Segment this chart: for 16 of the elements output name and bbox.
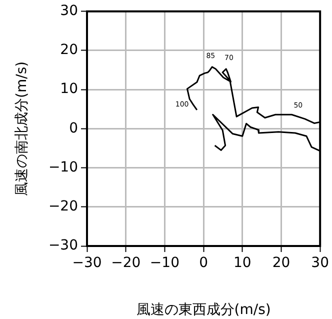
x-tick-label: 10: [233, 255, 252, 272]
y-tick-label: 0: [69, 120, 78, 136]
x-tick-label: −20: [111, 255, 141, 272]
y-axis-title: 風速の南北成分(m/s): [14, 61, 30, 196]
y-tick-label: −30: [48, 238, 78, 254]
y-tick-label: 30: [60, 3, 78, 20]
x-tick-label: 0: [199, 255, 208, 272]
y-tick-label: 20: [60, 42, 78, 58]
x-tick-label: −10: [150, 255, 180, 272]
y-tick-label: −10: [48, 159, 78, 176]
x-tick-label: 20: [272, 255, 290, 272]
x-tick-label: 30: [311, 255, 330, 272]
y-tick-label: 10: [60, 81, 78, 98]
x-axis-title: 風速の東西成分(m/s): [136, 302, 271, 318]
x-tick-label: −30: [72, 255, 102, 272]
y-tick-label: −20: [48, 198, 78, 215]
